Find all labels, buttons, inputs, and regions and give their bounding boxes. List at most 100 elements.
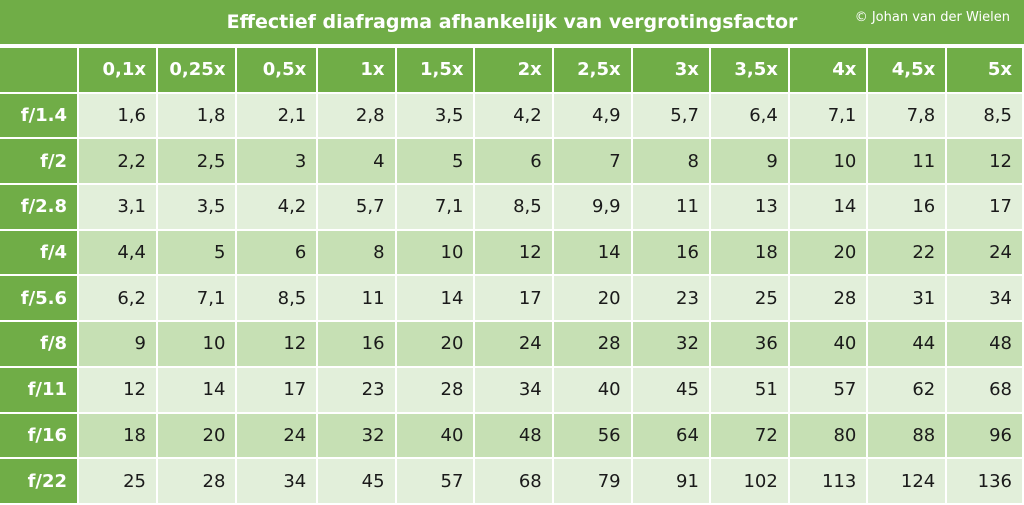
column-header: 5x (947, 48, 1022, 92)
table-cell: 3,5 (157, 185, 236, 229)
row-header: f/4 (0, 230, 78, 275)
table-cell: 18 (710, 230, 788, 275)
table-cell: 12 (79, 367, 156, 412)
table-cell: 5 (396, 139, 474, 184)
column-header: 1,5x (396, 48, 474, 92)
row-header: f/22 (0, 459, 78, 503)
table-cell: 48 (475, 413, 552, 458)
table-cell: 40 (789, 322, 867, 366)
table-row: f/2 2,2 2,5 3 4 5 6 7 8 9 10 11 12 (0, 139, 1022, 184)
table-cell: 57 (396, 459, 474, 503)
table-cell: 4,2 (475, 93, 552, 138)
row-header: f/5.6 (0, 276, 78, 321)
table-cell: 31 (868, 276, 946, 321)
column-header: 4,5x (868, 48, 946, 92)
table-cell: 14 (157, 367, 236, 412)
table-cell: 17 (237, 367, 317, 412)
table-cell: 6 (237, 230, 317, 275)
column-header: 3x (632, 48, 709, 92)
table-cell: 3 (237, 139, 317, 184)
table-cell: 9 (710, 139, 788, 184)
table-cell: 12 (237, 322, 317, 366)
table-cell: 25 (79, 459, 156, 503)
table-cell: 45 (632, 367, 709, 412)
table-cell: 10 (789, 139, 867, 184)
table-cell: 17 (475, 276, 552, 321)
table-cell: 22 (868, 230, 946, 275)
column-header: 4x (789, 48, 867, 92)
table-cell: 17 (947, 185, 1022, 229)
table-cell: 28 (553, 322, 631, 366)
table-cell: 10 (396, 230, 474, 275)
table-cell: 3,1 (79, 185, 156, 229)
table-cell: 20 (789, 230, 867, 275)
table-cell: 51 (710, 367, 788, 412)
table-cell: 16 (632, 230, 709, 275)
copyright-credit: © Johan van der Wielen (854, 10, 1010, 25)
chart-title: Effectief diafragma afhankelijk van verg… (226, 11, 798, 33)
table-cell: 14 (396, 276, 474, 321)
table-cell: 28 (789, 276, 867, 321)
table-cell: 16 (318, 322, 395, 366)
table-cell: 102 (710, 459, 788, 503)
table-cell: 7,1 (396, 185, 474, 229)
table-cell: 24 (475, 322, 552, 366)
table-cell: 4,4 (79, 230, 156, 275)
header-row: 0,1x 0,25x 0,5x 1x 1,5x 2x 2,5x 3x 3,5x 4x 4,5x 5x (0, 48, 1022, 92)
table-cell: 13 (710, 185, 788, 229)
table-row: f/2.8 3,1 3,5 4,2 5,7 7,1 8,5 9,9 11 13 14 16 17 (0, 185, 1022, 229)
table-cell: 36 (710, 322, 788, 366)
table-cell: 34 (237, 459, 317, 503)
table-cell: 2,1 (237, 93, 317, 138)
table-cell: 18 (79, 413, 156, 458)
corner-cell (0, 48, 78, 92)
table-row: f/1.4 1,6 1,8 2,1 2,8 3,5 4,2 4,9 5,7 6,4 7,1 7,8 8,… (0, 93, 1022, 138)
table-cell: 32 (318, 413, 395, 458)
table-cell: 68 (475, 459, 552, 503)
table-cell: 20 (553, 276, 631, 321)
table-cell: 96 (947, 413, 1022, 458)
table-cell: 4 (318, 139, 395, 184)
row-header: f/2 (0, 139, 78, 184)
table-cell: 24 (947, 230, 1022, 275)
table-row: f/16 18 20 24 32 40 48 56 64 72 80 88 96 (0, 413, 1022, 458)
table-cell: 16 (868, 185, 946, 229)
table-cell: 5,7 (318, 185, 395, 229)
table-cell: 45 (318, 459, 395, 503)
table-cell: 20 (157, 413, 236, 458)
table-row: f/5.6 6,2 7,1 8,5 11 14 17 20 23 25 28 31 34 (0, 276, 1022, 321)
table-cell: 12 (947, 139, 1022, 184)
table-cell: 1,8 (157, 93, 236, 138)
table-cell: 10 (157, 322, 236, 366)
table-cell: 48 (947, 322, 1022, 366)
table-cell: 32 (632, 322, 709, 366)
table-cell: 23 (318, 367, 395, 412)
table-cell: 2,2 (79, 139, 156, 184)
table-cell: 56 (553, 413, 631, 458)
table-cell: 11 (318, 276, 395, 321)
column-header: 2,5x (553, 48, 631, 92)
table-cell: 12 (475, 230, 552, 275)
table-cell: 14 (789, 185, 867, 229)
table-cell: 72 (710, 413, 788, 458)
table-cell: 28 (157, 459, 236, 503)
table-row: f/4 4,4 5 6 8 10 12 14 16 18 20 22 24 (0, 230, 1022, 275)
table-cell: 136 (947, 459, 1022, 503)
column-header: 0,25x (157, 48, 236, 92)
row-header: f/16 (0, 413, 78, 458)
table-cell: 7 (553, 139, 631, 184)
table-cell: 6,2 (79, 276, 156, 321)
table-cell: 28 (396, 367, 474, 412)
table-cell: 57 (789, 367, 867, 412)
table-cell: 4,9 (553, 93, 631, 138)
table-row: f/11 12 14 17 23 28 34 40 45 51 57 62 68 (0, 367, 1022, 412)
table-cell: 34 (947, 276, 1022, 321)
column-header: 3,5x (710, 48, 788, 92)
table-cell: 6 (475, 139, 552, 184)
table-cell: 11 (632, 185, 709, 229)
table-cell: 40 (553, 367, 631, 412)
table-cell: 7,1 (789, 93, 867, 138)
table-cell: 8 (318, 230, 395, 275)
table-cell: 5,7 (632, 93, 709, 138)
